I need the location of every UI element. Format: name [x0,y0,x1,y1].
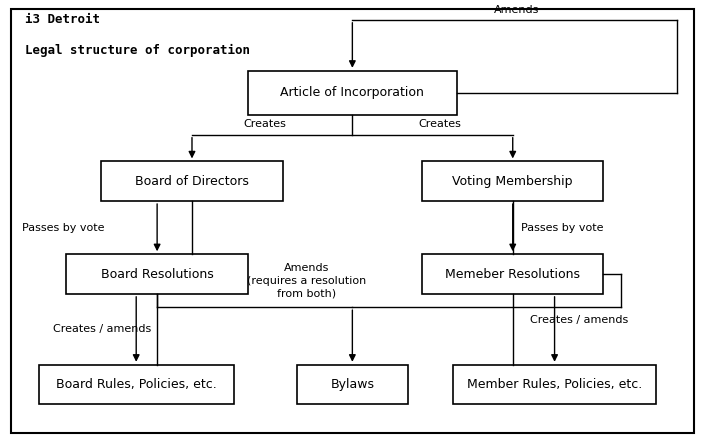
Text: Legal structure of corporation: Legal structure of corporation [25,44,250,57]
Bar [102,161,283,201]
Text: Voting Membership: Voting Membership [452,175,573,188]
Bar [247,71,457,115]
Text: Board of Directors: Board of Directors [135,175,249,188]
Text: Passes by vote: Passes by vote [521,223,604,232]
Bar [39,365,234,404]
Text: Bylaws: Bylaws [330,378,374,391]
Bar [422,254,604,294]
Text: Member Rules, Policies, etc.: Member Rules, Policies, etc. [467,378,642,391]
Text: Amends
(requires a resolution
from both): Amends (requires a resolution from both) [247,263,367,298]
Text: Memeber Resolutions: Memeber Resolutions [445,267,580,281]
Text: Amends: Amends [494,5,539,15]
Text: Passes by vote: Passes by vote [22,223,105,232]
Text: Creates / amends: Creates / amends [530,315,628,325]
Text: Board Rules, Policies, etc.: Board Rules, Policies, etc. [56,378,217,391]
Text: Creates: Creates [418,119,461,129]
Text: Creates: Creates [244,119,287,129]
Bar [67,254,247,294]
Text: Article of Incorporation: Article of Incorporation [280,86,424,99]
Text: Creates / amends: Creates / amends [53,324,151,334]
Text: i3 Detroit: i3 Detroit [25,13,100,26]
Bar [454,365,655,404]
Text: Board Resolutions: Board Resolutions [101,267,214,281]
Bar [297,365,408,404]
Bar [422,161,604,201]
